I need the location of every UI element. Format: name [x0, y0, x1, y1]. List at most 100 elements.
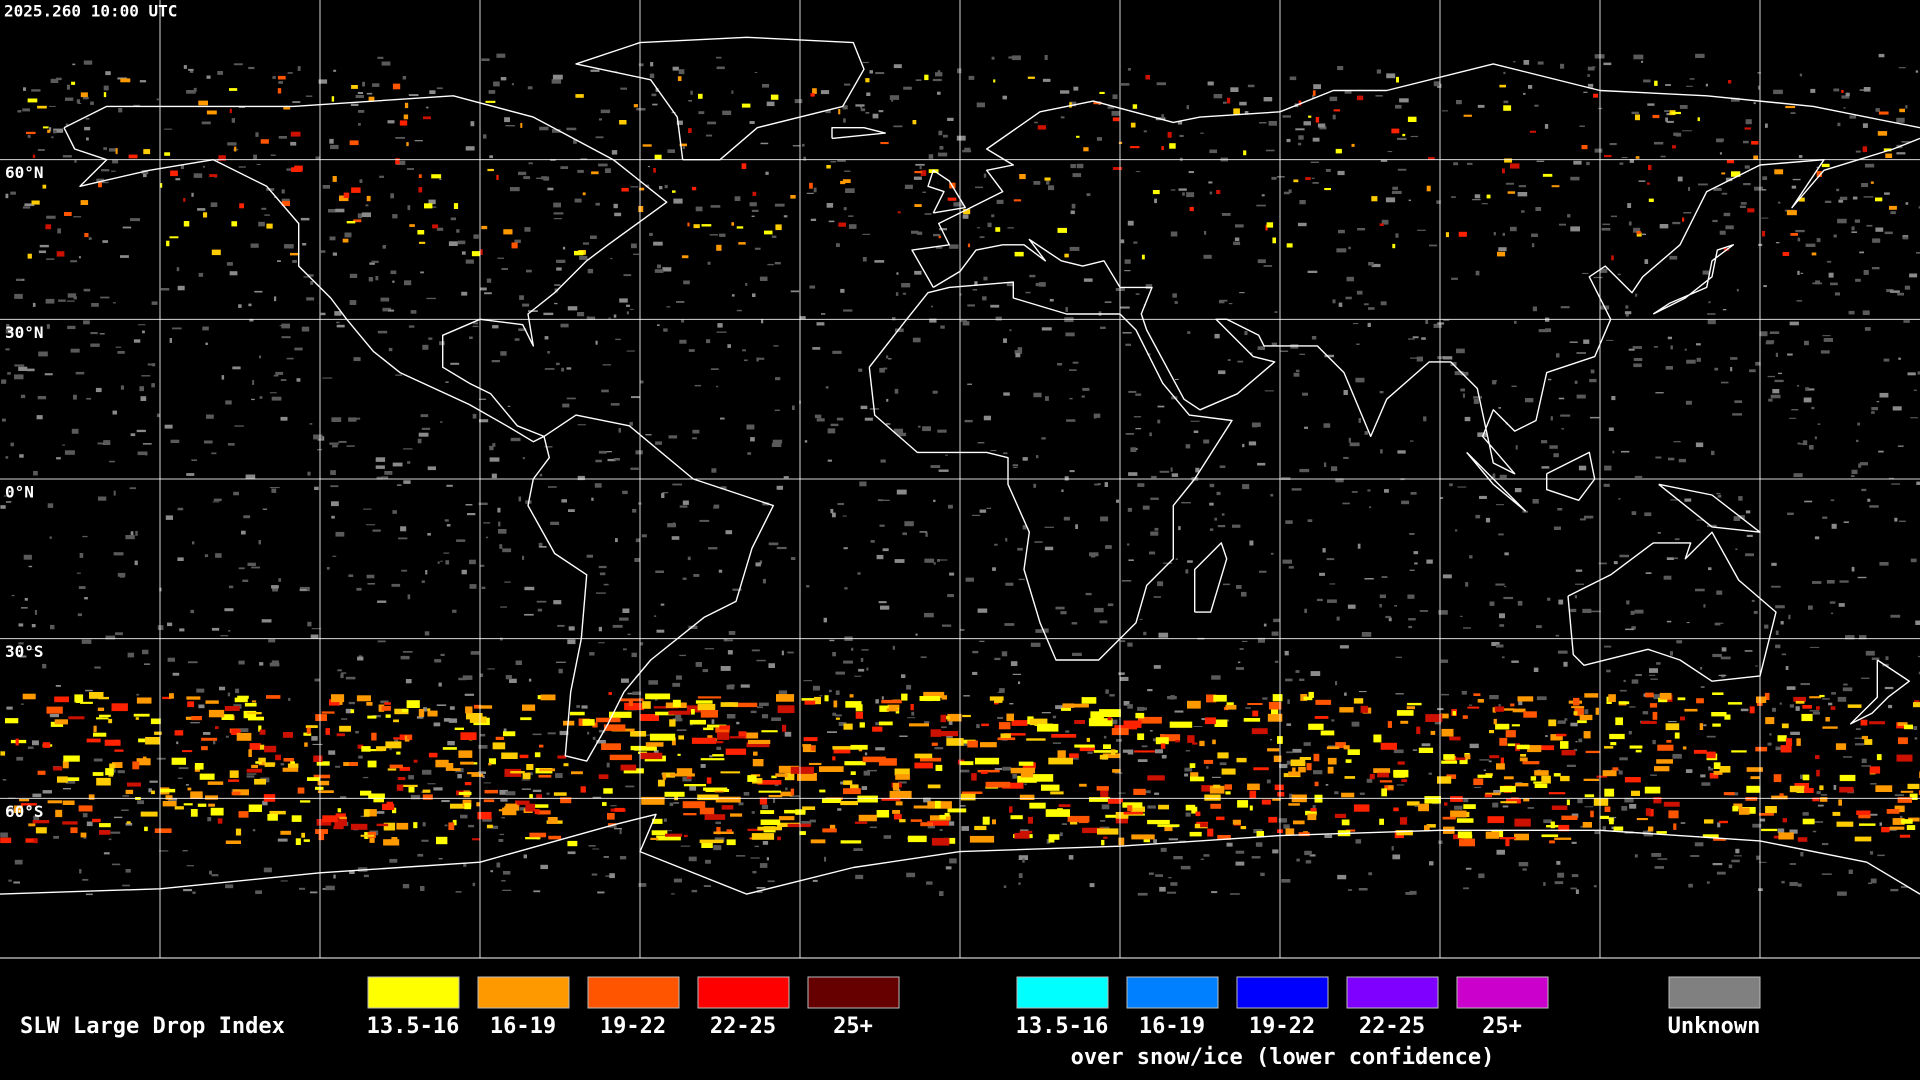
cloud-pixel: [436, 87, 443, 90]
cloud-pixel: [1305, 860, 1312, 864]
sld-pixel: [1899, 834, 1911, 838]
sld-pixel: [1713, 762, 1721, 769]
sld-pixel: [315, 829, 328, 834]
cloud-pixel: [1569, 341, 1578, 343]
cloud-pixel: [482, 775, 485, 779]
legend-swatch: [1456, 976, 1549, 1009]
cloud-pixel: [1695, 53, 1705, 58]
sld-pixel: [295, 838, 301, 845]
cloud-pixel: [26, 368, 35, 372]
cloud-pixel: [1767, 742, 1772, 746]
sld-pixel: [1747, 208, 1755, 213]
sld-pixel: [1467, 706, 1480, 709]
sld-pixel: [829, 824, 836, 830]
cloud-pixel: [1003, 885, 1007, 888]
cloud-pixel: [599, 572, 606, 576]
cloud-pixel: [6, 501, 12, 503]
cloud-pixel: [816, 322, 825, 326]
cloud-pixel: [832, 512, 836, 518]
cloud-pixel: [247, 562, 256, 566]
sld-pixel: [1779, 793, 1784, 797]
cloud-pixel: [1248, 441, 1257, 446]
legend-label: 19-22: [600, 1014, 666, 1039]
cloud-pixel: [840, 288, 845, 293]
cloud-pixel: [73, 296, 77, 300]
coastline: [1466, 451, 1526, 512]
cloud-pixel: [1885, 656, 1889, 661]
sld-pixel: [1869, 721, 1886, 725]
cloud-pixel: [414, 140, 423, 142]
cloud-pixel: [136, 429, 146, 433]
cloud-pixel: [964, 147, 971, 151]
cloud-pixel: [212, 501, 220, 503]
cloud-pixel: [375, 457, 386, 462]
sld-pixel: [387, 768, 397, 771]
cloud-pixel: [581, 705, 588, 709]
cloud-pixel: [1833, 88, 1840, 92]
cloud-pixel: [176, 741, 179, 745]
cloud-pixel: [76, 99, 80, 104]
sld-pixel: [1267, 748, 1280, 752]
sld-pixel: [1014, 832, 1030, 839]
cloud-pixel: [933, 499, 936, 502]
sld-pixel: [557, 755, 567, 759]
cloud-pixel: [1170, 882, 1178, 886]
sld-pixel: [1416, 726, 1421, 734]
cloud-pixel: [70, 348, 80, 353]
sld-pixel: [136, 697, 152, 704]
sld-pixel: [224, 706, 240, 711]
cloud-pixel: [314, 486, 319, 490]
cloud-pixel: [1055, 705, 1065, 710]
cloud-pixel: [750, 857, 760, 859]
cloud-pixel: [499, 544, 503, 549]
cloud-pixel: [1802, 812, 1809, 816]
cloud-pixel: [1570, 722, 1578, 727]
sld-pixel: [1115, 818, 1128, 824]
sld-pixel: [1418, 747, 1434, 753]
cloud-pixel: [1655, 456, 1662, 459]
cloud-pixel: [504, 117, 510, 123]
cloud-pixel: [991, 56, 995, 60]
cloud-pixel: [1002, 95, 1007, 100]
sld-pixel: [419, 241, 426, 244]
sld-pixel: [879, 721, 893, 726]
cloud-pixel: [284, 244, 294, 249]
cloud-pixel: [507, 405, 511, 407]
cloud-pixel: [213, 740, 216, 745]
cloud-pixel: [1772, 389, 1780, 394]
cloud-pixel: [622, 490, 628, 495]
sld-pixel: [989, 696, 1004, 701]
cloud-pixel: [1179, 134, 1184, 137]
cloud-pixel: [1789, 882, 1798, 886]
cloud-pixel: [450, 362, 460, 365]
sld-pixel: [1057, 750, 1066, 758]
cloud-pixel: [1116, 739, 1122, 742]
cloud-pixel: [421, 427, 431, 430]
sld-pixel: [713, 831, 734, 834]
cloud-pixel: [904, 521, 914, 527]
cloud-pixel: [1603, 483, 1610, 487]
sld-pixel: [186, 696, 201, 700]
sld-pixel: [464, 782, 472, 786]
cloud-pixel: [444, 519, 449, 522]
cloud-pixel: [1369, 506, 1372, 509]
sld-pixel: [1615, 717, 1623, 726]
cloud-pixel: [1279, 763, 1288, 769]
cloud-pixel: [976, 724, 980, 729]
cloud-pixel: [1011, 55, 1021, 61]
cloud-pixel: [139, 386, 144, 392]
cloud-pixel: [872, 113, 879, 119]
cloud-pixel: [1533, 667, 1539, 672]
sld-pixel: [1889, 205, 1897, 210]
sld-pixel: [1503, 708, 1515, 711]
cloud-pixel: [914, 270, 922, 275]
cloud-pixel: [935, 72, 943, 77]
cloud-pixel: [1473, 786, 1482, 788]
cloud-pixel: [148, 788, 152, 793]
cloud-pixel: [478, 745, 488, 749]
sld-pixel: [1081, 697, 1097, 704]
cloud-pixel: [1072, 361, 1079, 364]
cloud-pixel: [632, 691, 642, 695]
cloud-pixel: [1502, 232, 1505, 236]
cloud-pixel: [888, 358, 892, 360]
